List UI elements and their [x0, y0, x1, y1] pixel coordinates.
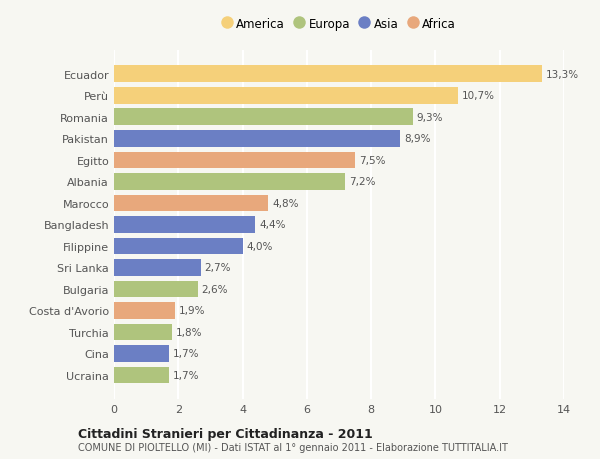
Text: 10,7%: 10,7% — [462, 91, 495, 101]
Bar — [114, 174, 346, 190]
Text: 9,3%: 9,3% — [417, 112, 443, 123]
Text: 4,0%: 4,0% — [247, 241, 273, 252]
Text: 4,4%: 4,4% — [259, 220, 286, 230]
Bar — [114, 88, 458, 105]
Text: 1,7%: 1,7% — [173, 370, 199, 380]
Bar — [114, 109, 413, 126]
Text: 2,6%: 2,6% — [202, 284, 228, 294]
Bar — [114, 345, 169, 362]
Text: 4,8%: 4,8% — [272, 198, 299, 208]
Text: 1,9%: 1,9% — [179, 306, 205, 316]
Text: 8,9%: 8,9% — [404, 134, 430, 144]
Text: 7,2%: 7,2% — [349, 177, 376, 187]
Bar — [114, 324, 172, 341]
Text: 7,5%: 7,5% — [359, 156, 385, 166]
Bar — [114, 67, 542, 83]
Bar — [114, 302, 175, 319]
Text: 1,7%: 1,7% — [173, 349, 199, 358]
Text: COMUNE DI PIOLTELLO (MI) - Dati ISTAT al 1° gennaio 2011 - Elaborazione TUTTITAL: COMUNE DI PIOLTELLO (MI) - Dati ISTAT al… — [78, 442, 508, 452]
Bar — [114, 131, 400, 147]
Bar — [114, 281, 197, 297]
Text: Cittadini Stranieri per Cittadinanza - 2011: Cittadini Stranieri per Cittadinanza - 2… — [78, 427, 373, 440]
Bar — [114, 195, 268, 212]
Legend: America, Europa, Asia, Africa: America, Europa, Asia, Africa — [222, 18, 456, 31]
Bar — [114, 367, 169, 383]
Text: 2,7%: 2,7% — [205, 263, 231, 273]
Bar — [114, 238, 242, 255]
Bar — [114, 152, 355, 169]
Text: 1,8%: 1,8% — [176, 327, 202, 337]
Bar — [114, 217, 256, 233]
Bar — [114, 259, 201, 276]
Text: 13,3%: 13,3% — [545, 70, 578, 80]
